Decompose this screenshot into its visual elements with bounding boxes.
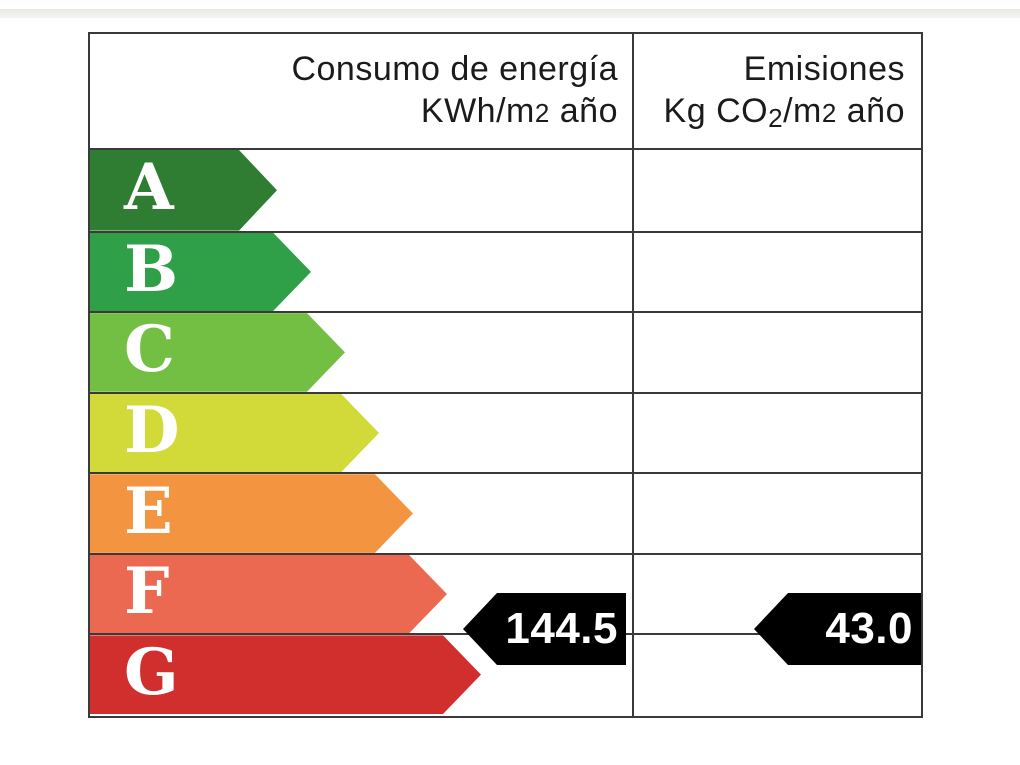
rating-rows: A B C D E [90,150,921,714]
emissions-header-line1: Emisiones [743,50,905,88]
band-letter-b: B [124,231,179,307]
band-letter-e: E [124,473,173,549]
band-arrow-b: B [90,233,311,312]
co2-subscript: 2 [768,103,784,133]
emissions-value: 43.0 [825,604,913,653]
emissions-unit-exponent: 2 [821,98,837,128]
consumption-rating-arrow: 144.5 [463,593,626,665]
consumption-header: Consumo de energía KWh/m2 año [90,34,632,148]
page-top-strip [0,9,1020,18]
band-letter-g: G [124,634,179,710]
emissions-header: Emisiones Kg CO2/m2 año [632,34,921,148]
band-arrow-c: C [90,313,345,392]
band-row-e: E [90,472,921,553]
energy-rating-table: Consumo de energía KWh/m2 año Emisiones … [88,32,923,718]
band-letter-d: D [124,392,180,468]
band-letter-c: C [124,312,175,388]
band-row-d: D [90,391,921,473]
band-arrow-g: G [90,635,481,714]
table-header: Consumo de energía KWh/m2 año Emisiones … [90,34,921,150]
emissions-header-line2: Kg CO2/m2 año [663,92,905,133]
column-divider [632,34,634,716]
band-letter-f: F [124,554,170,630]
band-arrow-d: D [90,394,379,473]
consumption-header-line1: Consumo de energía [291,50,618,88]
band-row-a: A [90,150,921,231]
band-row-c: C [90,311,921,392]
band-row-b: B [90,230,921,312]
band-arrow-e: E [90,474,413,553]
consumption-value: 144.5 [505,604,618,653]
consumption-header-line2: KWh/m2 año [420,92,618,130]
band-letter-a: A [124,150,174,226]
band-arrow-a: A [90,150,277,231]
consumption-unit-exponent: 2 [534,98,550,128]
band-arrow-f: F [90,555,447,634]
band-row-f: F [90,552,921,634]
emissions-rating-arrow: 43.0 [754,593,921,665]
